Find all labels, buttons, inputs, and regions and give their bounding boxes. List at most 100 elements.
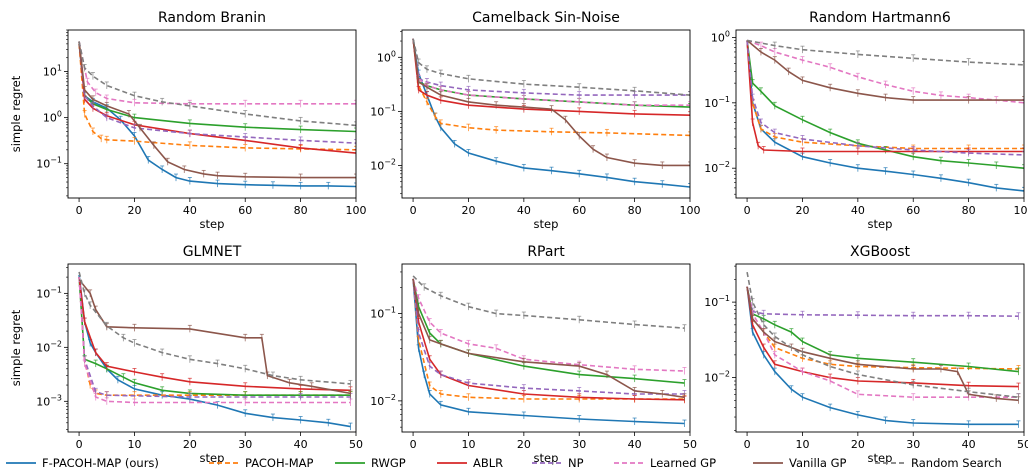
x-tick-label: 50 (349, 438, 363, 451)
x-tick-label: 40 (183, 204, 197, 217)
x-tick-label: 20 (851, 438, 865, 451)
series-line (78, 277, 351, 398)
x-tick-label: 0 (744, 438, 751, 451)
y-tick-label: 100 (377, 49, 396, 64)
x-tick-label: 0 (410, 438, 417, 451)
series-line (746, 286, 1019, 373)
x-axis-label: step (868, 217, 893, 231)
legend-label: Random Search (911, 456, 1002, 470)
y-tick-label: 10−2 (36, 339, 62, 354)
series-line (746, 286, 1019, 426)
series-line (746, 286, 1019, 388)
series-line (746, 39, 1024, 66)
x-tick-label: 100 (1014, 204, 1028, 217)
x-tick-label: 20 (517, 438, 531, 451)
x-tick-label: 50 (683, 438, 697, 451)
series-line (412, 278, 685, 384)
series-line (78, 43, 356, 188)
y-tick-label: 10−1 (704, 95, 730, 110)
x-tick-label: 20 (183, 438, 197, 451)
y-tick-label: 10−1 (704, 294, 730, 309)
x-tick-label: 40 (628, 438, 642, 451)
legend-label: Vanilla GP (789, 456, 847, 470)
series-line (78, 277, 351, 396)
legend-label: ABLR (473, 456, 503, 470)
x-tick-label: 60 (572, 204, 586, 217)
legend: F-PACOH-MAP (ours) PACOH-MAP RWGP ABLR NP Lea… (6, 456, 1002, 470)
x-tick-label: 0 (744, 204, 751, 217)
x-tick-label: 40 (294, 438, 308, 451)
x-tick-label: 80 (962, 204, 976, 217)
x-tick-label: 0 (76, 438, 83, 451)
x-tick-label: 30 (572, 438, 586, 451)
chart-title: Camelback Sin-Noise (472, 10, 620, 26)
plot-frame (401, 263, 691, 433)
chart-title: Random Hartmann6 (809, 10, 951, 26)
plot-frame (67, 29, 357, 199)
chart-title: GLMNET (183, 244, 242, 260)
x-axis-label: step (534, 217, 559, 231)
y-tick-label: 10−1 (370, 103, 396, 118)
legend-label: Learned GP (650, 456, 716, 470)
x-tick-label: 80 (294, 204, 308, 217)
series-line (746, 286, 1019, 402)
x-tick-label: 0 (76, 204, 83, 217)
series-line (78, 41, 356, 144)
y-tick-label: 10−2 (704, 370, 730, 385)
series-line (412, 38, 690, 96)
x-tick-label: 20 (795, 204, 809, 217)
y-tick-label: 100 (711, 29, 730, 44)
chart-title: Random Branin (158, 10, 266, 26)
legend-label: PACOH-MAP (245, 456, 314, 470)
x-tick-label: 30 (238, 438, 252, 451)
chart-panel: RPart 10−2 10−1 0 10 20 30 40 50 step (370, 244, 697, 465)
x-tick-label: 40 (517, 204, 531, 217)
chart-panel: Camelback Sin-Noise 10−2 10−1 100 0 20 40 60 80 1… (370, 10, 700, 231)
y-tick-label: 10−1 (370, 306, 396, 321)
series-line (746, 40, 1024, 150)
x-tick-label: 30 (906, 438, 920, 451)
series-line (412, 38, 690, 137)
chart-title: RPart (527, 244, 565, 260)
x-tick-label: 20 (461, 204, 475, 217)
series-line (78, 41, 356, 179)
x-axis-label: step (534, 451, 559, 465)
series-line (78, 41, 356, 105)
x-tick-label: 20 (127, 204, 141, 217)
legend-label: NP (568, 456, 584, 470)
series-line (746, 286, 1019, 370)
chart-title: XGBoost (850, 244, 910, 260)
series-line (412, 278, 685, 401)
x-tick-label: 80 (628, 204, 642, 217)
y-tick-label: 10−2 (704, 160, 730, 175)
x-tick-label: 60 (906, 204, 920, 217)
legend-label: F-PACOH-MAP (ours) (42, 456, 159, 470)
x-tick-label: 10 (127, 438, 141, 451)
chart-panel: GLMNET 10−3 10−2 10−1 0 10 20 30 40 50 step simple … (9, 244, 363, 465)
x-tick-label: 60 (238, 204, 252, 217)
chart-panel: XGBoost 10−2 10−1 0 10 20 30 40 50 step (704, 244, 1028, 465)
x-tick-label: 50 (1017, 438, 1028, 451)
chart-panel: Random Hartmann6 10−2 10−1 100 0 20 40 60 80 100 s… (704, 10, 1028, 231)
series-line (412, 275, 685, 329)
x-tick-label: 40 (851, 204, 865, 217)
series-line (746, 286, 1019, 317)
series-line (78, 277, 351, 396)
y-tick-label: 100 (43, 110, 62, 125)
x-tick-label: 100 (680, 204, 701, 217)
series-line (78, 41, 356, 154)
series-line (78, 43, 356, 151)
x-tick-label: 40 (962, 438, 976, 451)
y-axis-label: simple regret (9, 309, 23, 386)
x-tick-label: 100 (346, 204, 367, 217)
series-line (746, 39, 1024, 104)
x-axis-label: step (200, 217, 225, 231)
series-line (78, 274, 351, 428)
y-tick-label: 10−2 (370, 393, 396, 408)
y-tick-label: 101 (43, 64, 62, 79)
plot-frame (401, 29, 691, 199)
plot-frame (67, 263, 357, 433)
y-tick-label: 10−1 (36, 285, 62, 300)
x-axis-label: step (868, 451, 893, 465)
